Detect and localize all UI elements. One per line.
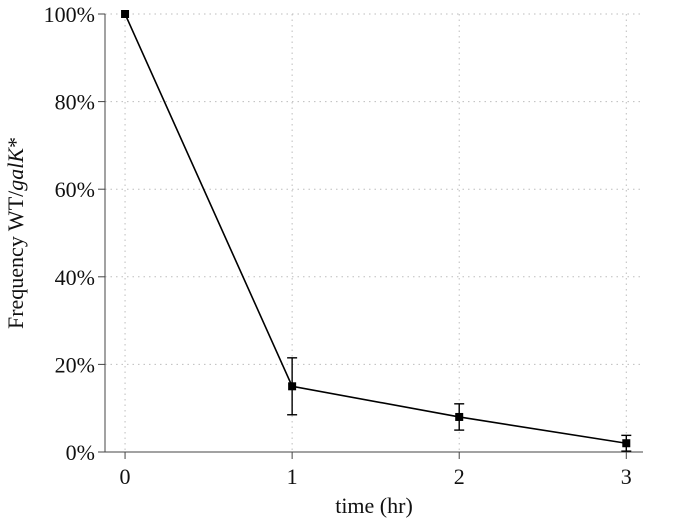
y-tick-label: 20% bbox=[55, 352, 95, 377]
y-axis-title-italic: galK bbox=[3, 147, 28, 191]
y-tick-label: 60% bbox=[55, 177, 95, 202]
y-tick-label: 100% bbox=[44, 2, 95, 27]
y-tick-label: 0% bbox=[66, 440, 95, 465]
x-tick-label: 0 bbox=[120, 464, 131, 489]
y-tick-label: 40% bbox=[55, 265, 95, 290]
series-line bbox=[124, 13, 627, 445]
x-tick-label: 1 bbox=[287, 464, 298, 489]
x-axis-title: time (hr) bbox=[335, 493, 413, 518]
data-point bbox=[455, 412, 464, 421]
x-ticks: 0 1 2 3 bbox=[120, 452, 632, 489]
y-axis-title-prefix: Frequency WT/ bbox=[3, 190, 28, 329]
axes bbox=[104, 14, 643, 453]
y-tick-label: 80% bbox=[55, 90, 95, 115]
x-tick-label: 2 bbox=[454, 464, 465, 489]
x-tick-label: 3 bbox=[621, 464, 632, 489]
y-axis-title-suffix: * bbox=[3, 137, 28, 148]
series bbox=[121, 10, 632, 452]
data-point bbox=[288, 382, 297, 391]
grid-lines bbox=[105, 13, 643, 452]
data-point bbox=[121, 10, 130, 18]
y-axis-title: Frequency WT/galK* bbox=[3, 137, 28, 329]
data-point bbox=[622, 439, 631, 448]
y-ticks: 0% 20% 40% 60% 80% 100% bbox=[44, 2, 105, 465]
